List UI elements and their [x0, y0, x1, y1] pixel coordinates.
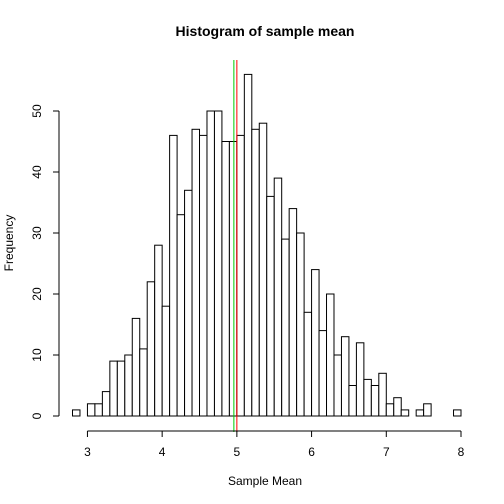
- histogram-bar: [423, 403, 432, 417]
- chart-title: Histogram of sample mean: [176, 23, 355, 39]
- histogram-bar: [348, 385, 357, 417]
- histogram-bar: [154, 244, 163, 417]
- histogram-bar: [161, 305, 171, 417]
- histogram-bar: [131, 317, 141, 417]
- histogram-bar: [228, 141, 238, 417]
- histogram-bar: [311, 269, 320, 417]
- histogram-bar: [385, 403, 395, 417]
- histogram-bar: [191, 128, 201, 417]
- histogram-bar: [370, 385, 380, 417]
- histogram-bar: [221, 141, 230, 417]
- histogram-bar: [116, 360, 126, 417]
- histogram-bar: [266, 195, 275, 417]
- x-tick-label: 7: [383, 445, 390, 459]
- histogram-bar: [243, 73, 253, 417]
- histogram-bar: [281, 238, 290, 417]
- reference-lines: [233, 60, 238, 432]
- histogram-bar: [333, 354, 342, 417]
- y-tick-label: 50: [30, 104, 44, 118]
- histogram-bar: [169, 134, 178, 417]
- y-tick-label: 10: [30, 348, 44, 362]
- histogram-bar: [355, 342, 365, 417]
- y-tick-label: 30: [30, 226, 44, 240]
- y-tick-label: 0: [30, 412, 44, 419]
- histogram-bar: [236, 134, 245, 417]
- histogram-bar: [393, 397, 402, 417]
- histogram-bar: [206, 110, 215, 417]
- histogram-bar: [101, 391, 111, 417]
- histogram-bar: [146, 281, 156, 417]
- histogram-bar: [318, 330, 328, 417]
- x-tick-label: 4: [159, 445, 166, 459]
- y-axis: 0 10 20 30 40 50: [30, 104, 60, 419]
- bars-group: [72, 73, 462, 417]
- histogram-bar: [378, 372, 387, 417]
- histogram-bar: [340, 336, 350, 417]
- histogram-bar: [258, 122, 268, 417]
- y-tick-label: 20: [30, 287, 44, 301]
- x-tick-label: 5: [234, 445, 241, 459]
- histogram-bar: [251, 128, 260, 417]
- histogram-bar: [176, 214, 186, 417]
- histogram-bar: [109, 360, 118, 417]
- histogram-bar: [303, 311, 313, 417]
- x-axis-label: Sample Mean: [228, 474, 302, 488]
- histogram-bar: [72, 409, 81, 417]
- histogram-bar: [288, 208, 298, 417]
- histogram-bar: [199, 134, 208, 417]
- histogram-bar: [86, 403, 96, 417]
- y-tick-label: 40: [30, 165, 44, 179]
- histogram-bar: [273, 177, 283, 417]
- histogram-bar: [363, 378, 372, 417]
- x-axis: 3 4 5 6 7 8: [84, 430, 465, 459]
- histogram-bar: [124, 354, 133, 417]
- x-tick-label: 6: [308, 445, 315, 459]
- x-tick-label: 3: [84, 445, 91, 459]
- histogram-bar: [139, 348, 148, 417]
- histogram-bar: [213, 110, 223, 417]
- x-tick-label: 8: [458, 445, 465, 459]
- histogram-bar: [184, 189, 193, 417]
- y-axis-label: Frequency: [2, 215, 16, 272]
- histogram-bar: [296, 232, 305, 417]
- histogram-bar: [400, 409, 410, 417]
- histogram-bar: [453, 409, 462, 417]
- histogram-bar: [415, 409, 425, 417]
- histogram-bar: [326, 293, 335, 417]
- histogram-bar: [94, 403, 103, 417]
